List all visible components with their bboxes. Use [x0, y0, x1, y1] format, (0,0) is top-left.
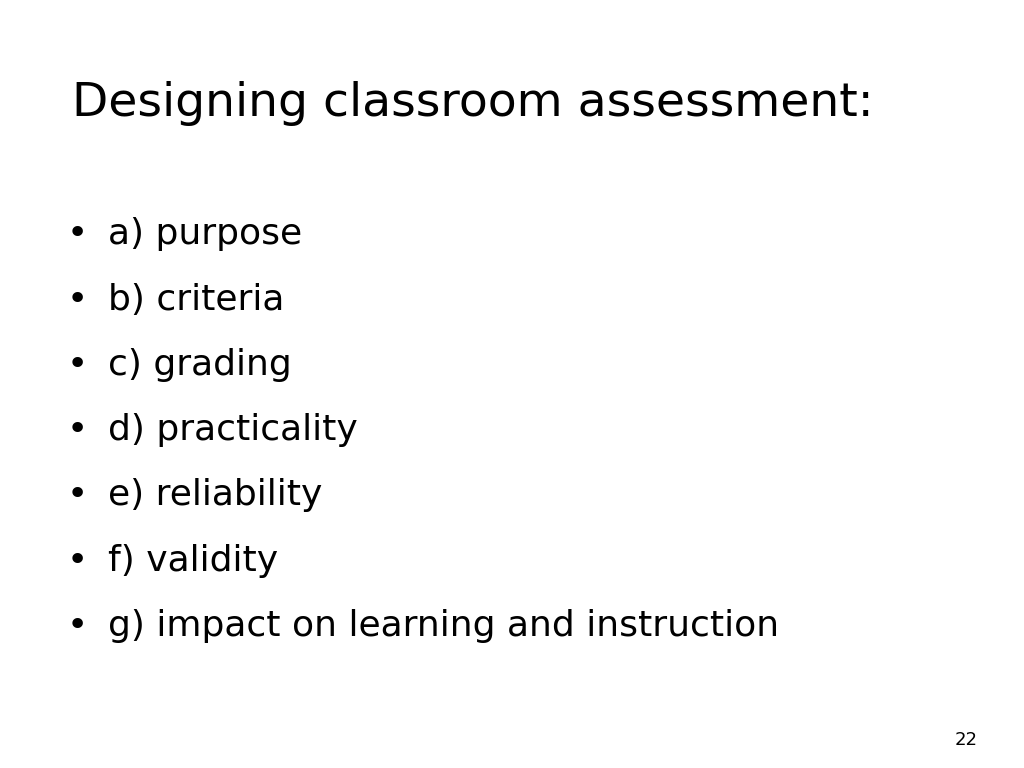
Text: g) impact on learning and instruction: g) impact on learning and instruction — [108, 609, 778, 643]
Text: d) practicality: d) practicality — [108, 413, 357, 447]
Text: f) validity: f) validity — [108, 544, 278, 578]
Text: •: • — [67, 609, 87, 643]
Text: •: • — [67, 413, 87, 447]
Text: Designing classroom assessment:: Designing classroom assessment: — [72, 81, 873, 126]
Text: e) reliability: e) reliability — [108, 478, 322, 512]
Text: •: • — [67, 217, 87, 251]
Text: •: • — [67, 348, 87, 382]
Text: a) purpose: a) purpose — [108, 217, 302, 251]
Text: b) criteria: b) criteria — [108, 283, 284, 316]
Text: •: • — [67, 478, 87, 512]
Text: c) grading: c) grading — [108, 348, 291, 382]
Text: •: • — [67, 544, 87, 578]
Text: 22: 22 — [955, 731, 978, 749]
Text: •: • — [67, 283, 87, 316]
